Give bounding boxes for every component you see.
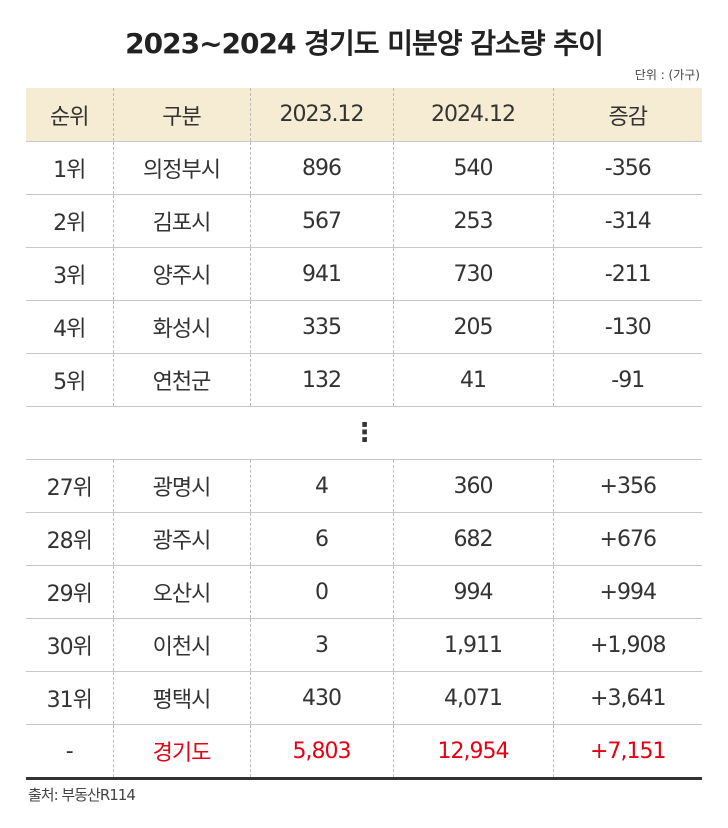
- cell-region: 의정부시: [112, 141, 250, 195]
- cell-change: -130: [552, 300, 702, 354]
- ellipsis-row: ⋮: [26, 406, 702, 460]
- cell-value-2023: 5,803: [249, 724, 393, 780]
- cell-value-2023: 567: [249, 194, 393, 248]
- cell-region: 양주시: [112, 247, 250, 301]
- cell-change: +1,908: [552, 618, 702, 672]
- table-row: 29위 오산시 0 994 +994: [26, 565, 702, 619]
- cell-region: 오산시: [112, 565, 250, 619]
- table-row: 28위 광주시 6 682 +676: [26, 512, 702, 566]
- cell-change: +356: [552, 459, 702, 513]
- table-row: 30위 이천시 3 1,911 +1,908: [26, 618, 702, 672]
- cell-change: +994: [552, 565, 702, 619]
- cell-rank: 1위: [26, 141, 113, 195]
- cell-region: 광명시: [112, 459, 250, 513]
- cell-rank: 30위: [26, 618, 113, 672]
- cell-value-2024: 205: [392, 300, 553, 354]
- cell-rank: 29위: [26, 565, 113, 619]
- header-row: 순위 구분 2023.12 2024.12 증감: [26, 88, 702, 142]
- cell-rank: 4위: [26, 300, 113, 354]
- cell-rank: 31위: [26, 671, 113, 725]
- ellipsis: ⋮: [26, 406, 702, 460]
- source-note: 출처: 부동산R114: [28, 786, 136, 804]
- table-row: 4위 화성시 335 205 -130: [26, 300, 702, 354]
- cell-region: 이천시: [112, 618, 250, 672]
- cell-rank: -: [26, 724, 113, 780]
- cell-region: 화성시: [112, 300, 250, 354]
- cell-change: +676: [552, 512, 702, 566]
- data-table: 순위 구분 2023.12 2024.12 증감 1위 의정부시 896 540 -35…: [26, 88, 702, 780]
- cell-change: -91: [552, 353, 702, 407]
- cell-region: 광주시: [112, 512, 250, 566]
- table-row: 31위 평택시 430 4,071 +3,641: [26, 671, 702, 725]
- cell-region: 김포시: [112, 194, 250, 248]
- cell-change: +7,151: [552, 724, 702, 780]
- cell-change: -356: [552, 141, 702, 195]
- cell-value-2024: 540: [392, 141, 553, 195]
- table-row: 3위 양주시 941 730 -211: [26, 247, 702, 301]
- table-row: 2위 김포시 567 253 -314: [26, 194, 702, 248]
- header-rank: 순위: [26, 88, 113, 142]
- cell-value-2023: 430: [249, 671, 393, 725]
- cell-rank: 27위: [26, 459, 113, 513]
- page-title: 2023~2024 경기도 미분양 감소량 추이: [125, 27, 604, 60]
- cell-change: +3,641: [552, 671, 702, 725]
- cell-value-2023: 896: [249, 141, 393, 195]
- cell-rank: 3위: [26, 247, 113, 301]
- cell-value-2024: 730: [392, 247, 553, 301]
- cell-value-2023: 3: [249, 618, 393, 672]
- table-row: - 경기도 5,803 12,954 +7,151: [26, 724, 702, 780]
- cell-value-2023: 4: [249, 459, 393, 513]
- header-region: 구분: [112, 88, 250, 142]
- cell-value-2024: 41: [392, 353, 553, 407]
- header-2024: 2024.12: [392, 88, 553, 142]
- cell-value-2024: 4,071: [392, 671, 553, 725]
- table-row: 1위 의정부시 896 540 -356: [26, 141, 702, 195]
- cell-value-2023: 0: [249, 565, 393, 619]
- header-2023: 2023.12: [249, 88, 393, 142]
- cell-value-2023: 941: [249, 247, 393, 301]
- cell-region: 연천군: [112, 353, 250, 407]
- cell-value-2024: 12,954: [392, 724, 553, 780]
- cell-value-2024: 682: [392, 512, 553, 566]
- cell-region: 평택시: [112, 671, 250, 725]
- table-row: 5위 연천군 132 41 -91: [26, 353, 702, 407]
- table-row: 27위 광명시 4 360 +356: [26, 459, 702, 513]
- cell-value-2023: 335: [249, 300, 393, 354]
- cell-rank: 2위: [26, 194, 113, 248]
- cell-value-2024: 360: [392, 459, 553, 513]
- cell-change: -314: [552, 194, 702, 248]
- cell-change: -211: [552, 247, 702, 301]
- cell-region: 경기도: [112, 724, 250, 780]
- cell-value-2024: 253: [392, 194, 553, 248]
- cell-value-2024: 994: [392, 565, 553, 619]
- cell-value-2024: 1,911: [392, 618, 553, 672]
- header-change: 증감: [552, 88, 702, 142]
- cell-rank: 5위: [26, 353, 113, 407]
- cell-value-2023: 132: [249, 353, 393, 407]
- unit-label: 단위 : (가구): [634, 68, 700, 82]
- cell-value-2023: 6: [249, 512, 393, 566]
- cell-rank: 28위: [26, 512, 113, 566]
